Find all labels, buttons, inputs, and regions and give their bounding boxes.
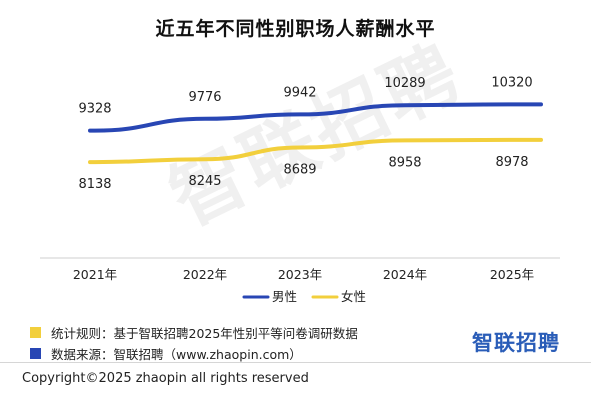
data-label: 10320 <box>491 75 532 90</box>
data-label: 8689 <box>283 163 316 178</box>
stats-rule-note: 统计规则：基于智联招聘2025年性别平等问卷调研数据 <box>30 323 358 342</box>
data-label: 9942 <box>283 85 316 100</box>
x-tick-label: 2021年 <box>73 267 117 282</box>
x-tick-label: 2024年 <box>383 267 427 282</box>
copyright-text: Copyright©2025 zhaopin all rights reserv… <box>22 371 309 386</box>
footer-divider <box>0 362 591 363</box>
chart-title: 近五年不同性别职场人薪酬水平 <box>155 18 436 40</box>
x-tick-label: 2025年 <box>490 267 534 282</box>
data-label: 8138 <box>78 177 111 192</box>
x-tick-label: 2023年 <box>278 267 322 282</box>
data-label: 10289 <box>384 76 425 91</box>
data-label: 8958 <box>388 155 421 170</box>
series-line-0 <box>88 102 543 133</box>
data-label: 9776 <box>188 90 221 105</box>
x-tick-label: 2022年 <box>183 267 227 282</box>
legend-label: 男性 <box>272 289 297 304</box>
data-label: 9328 <box>78 102 111 117</box>
line-chart: 2021年 2022年 2023年 2024年 2025年 9328 9776 9942 102… <box>40 75 560 304</box>
stats-rule-text: 统计规则：基于智联招聘2025年性别平等问卷调研数据 <box>51 326 358 341</box>
data-source-marker <box>30 348 41 359</box>
data-label: 8978 <box>495 155 528 170</box>
data-source-text: 数据来源：智联招聘（www.zhaopin.com） <box>51 347 302 362</box>
series-line-1 <box>88 137 543 165</box>
data-source-note: 数据来源：智联招聘（www.zhaopin.com） <box>30 344 302 363</box>
stats-rule-marker <box>30 327 41 338</box>
data-label: 8245 <box>188 174 221 189</box>
brand-logo: 智联招聘 <box>472 331 560 355</box>
legend-label: 女性 <box>341 289 366 304</box>
